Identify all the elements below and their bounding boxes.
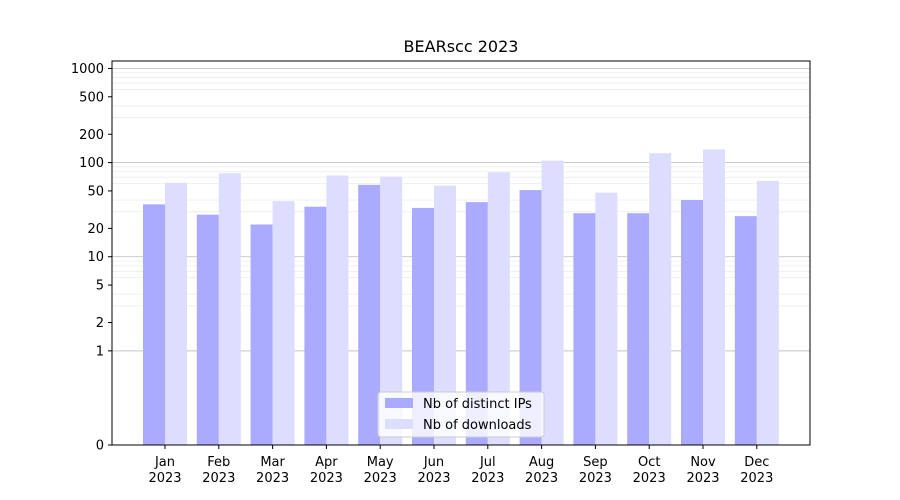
y-tick-label: 10 [87, 250, 104, 265]
y-tick-label: 20 [87, 222, 104, 237]
x-tick-label-year: 2023 [686, 471, 719, 486]
legend-box [377, 391, 545, 438]
x-axis: Jan2023Feb2023Mar2023Apr2023May2023Jun20… [148, 445, 773, 486]
x-tick-label-month: Jul [479, 455, 496, 470]
x-tick-label-month: Jun [423, 455, 444, 470]
bar-distinct-ips [519, 190, 542, 445]
x-tick-label-year: 2023 [148, 471, 181, 486]
bar-distinct-ips [681, 200, 703, 445]
bar-downloads [272, 201, 295, 445]
bar-distinct-ips [304, 206, 327, 445]
x-tick-label-year: 2023 [740, 471, 773, 486]
legend-label: Nb of downloads [423, 418, 532, 433]
x-tick-label-month: Sep [583, 455, 608, 470]
x-tick-label-year: 2023 [364, 471, 397, 486]
legend-swatch [385, 398, 413, 408]
x-tick-label-year: 2023 [202, 471, 235, 486]
bar-distinct-ips [734, 216, 757, 445]
legend-label: Nb of distinct IPs [423, 397, 532, 412]
x-tick-label-year: 2023 [471, 471, 504, 486]
bar-downloads [595, 192, 618, 445]
x-tick-label-month: Feb [207, 455, 230, 470]
bar-downloads [487, 172, 510, 445]
y-tick-label: 100 [79, 156, 104, 171]
y-tick-label: 0 [96, 439, 104, 454]
bar-distinct-ips [627, 213, 650, 445]
x-tick-label-year: 2023 [310, 471, 343, 486]
bar-distinct-ips [412, 207, 434, 445]
y-tick-label: 1 [96, 344, 104, 359]
x-tick-label-month: Aug [529, 455, 554, 470]
x-tick-label-year: 2023 [579, 471, 612, 486]
bar-downloads [649, 153, 672, 445]
x-tick-label-month: Jan [154, 455, 175, 470]
bar-downloads [756, 180, 779, 445]
x-tick-label-year: 2023 [633, 471, 666, 486]
bar-downloads [541, 160, 564, 445]
x-tick-label-month: Apr [315, 455, 338, 470]
x-tick-label-month: Oct [638, 455, 660, 470]
legend: Nb of distinct IPs Nb of downloads [377, 391, 545, 438]
bar-distinct-ips [143, 204, 165, 445]
bar-downloads [380, 176, 403, 445]
bar-downloads [218, 173, 241, 445]
x-tick-label-year: 2023 [417, 471, 450, 486]
bar-distinct-ips [358, 184, 381, 445]
x-tick-label-month: Mar [260, 455, 285, 470]
bar-distinct-ips [465, 202, 488, 445]
bar-downloads [434, 185, 456, 446]
y-tick-label: 200 [79, 128, 104, 143]
bar-distinct-ips [196, 214, 219, 445]
bar-downloads [326, 175, 349, 445]
bar-distinct-ips [573, 213, 596, 445]
bar-downloads [165, 182, 187, 445]
bars [143, 149, 779, 446]
y-tick-label: 5 [96, 279, 104, 294]
y-tick-label: 500 [79, 90, 104, 105]
x-tick-label-month: Nov [690, 455, 716, 470]
y-axis: 0 1 2 5 10 20 50 100 200 500 1000 [71, 62, 112, 454]
bar-distinct-ips [250, 224, 273, 445]
x-tick-label-month: May [367, 455, 394, 470]
y-tick-label: 2 [96, 316, 104, 331]
legend-swatch [385, 419, 413, 429]
x-tick-label-month: Dec [744, 455, 769, 470]
y-tick-label: 50 [87, 184, 104, 199]
plot-frame [111, 60, 811, 446]
x-tick-label-year: 2023 [256, 471, 289, 486]
bar-downloads [703, 149, 725, 445]
x-tick-label-year: 2023 [525, 471, 558, 486]
chart-title: BEARscc 2023 [404, 37, 519, 56]
y-tick-label: 1000 [71, 62, 104, 77]
